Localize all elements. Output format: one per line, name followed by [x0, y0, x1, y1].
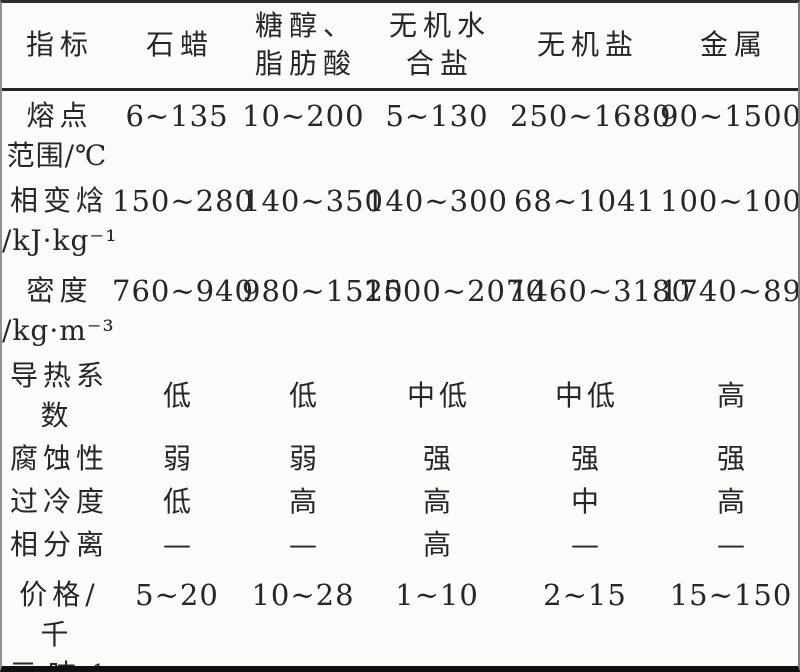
- value-cell: 6~135: [125, 98, 229, 133]
- value-cell: 980~1520: [242, 274, 404, 308]
- value-cell: 强: [570, 441, 603, 475]
- value-cell: 10~28: [251, 578, 355, 612]
- value-cell: 5~20: [135, 578, 219, 612]
- column-header-sugar-alcohol-fatty-acid: 糖醇、 脂肪酸: [242, 3, 364, 91]
- value-cell: 1~10: [395, 578, 479, 612]
- indicator-cell: 导热系数: [2, 356, 112, 436]
- value-cell: 高: [716, 379, 749, 412]
- value-cell: 140~350: [242, 184, 385, 218]
- indicator-cell: 密度 /kg·m⁻³: [2, 266, 115, 356]
- column-header-indicator: 指标: [2, 3, 112, 91]
- value-cell: 90~1500: [660, 98, 800, 133]
- value-cell: 低: [162, 485, 195, 518]
- column-header-line1: 指标: [25, 28, 94, 62]
- value-cell: 100~1000: [660, 184, 798, 218]
- column-header-line2: 合盐: [405, 47, 474, 81]
- value-cell: —: [163, 527, 195, 561]
- value-cell: 760~940: [112, 274, 255, 308]
- indicator-line1: 相变焓: [9, 184, 109, 217]
- column-header-inorganic-salt: 无机盐: [510, 3, 660, 91]
- value-cell: 高: [422, 485, 455, 518]
- column-header-line1: 糖醇、: [254, 9, 357, 43]
- value-cell: 10~200: [242, 98, 365, 133]
- value-cell: 弱: [162, 441, 195, 475]
- value-cell: 中低: [406, 379, 471, 412]
- indicator-line1: 过冷度: [9, 485, 109, 518]
- table-row-phase-separation: 相分离 — — 高 — —: [2, 523, 798, 566]
- value-cell: —: [717, 527, 749, 561]
- table-body: 熔点 范围/℃ 6~135 10~200 5~130 250~1680 90~1…: [2, 89, 800, 667]
- value-cell: 高: [716, 485, 749, 518]
- header-row: 指标 石蜡 糖醇、 脂肪酸 无机水 合盐 无机盐: [2, 3, 798, 91]
- column-header-line1: 无机盐: [536, 28, 639, 62]
- value-cell: 强: [716, 441, 749, 475]
- indicator-line2: 范围/℃: [6, 138, 108, 172]
- column-header-line1: 金属: [699, 28, 768, 62]
- indicator-cell: 价格/千 元·吨⁻¹: [2, 566, 112, 666]
- indicator-cell: 腐蚀性: [2, 436, 112, 481]
- indicator-line2: 元·吨⁻¹: [2, 655, 112, 666]
- value-cell: 低: [162, 379, 195, 412]
- indicator-cell: 熔点 范围/℃: [2, 89, 112, 176]
- value-cell: 1460~3180: [510, 274, 691, 308]
- indicator-line1: 腐蚀性: [9, 441, 109, 475]
- value-cell: 低: [288, 379, 321, 412]
- indicator-line1: 密度: [26, 274, 93, 307]
- table-row-supercooling: 过冷度 低 高 高 中 高: [2, 481, 798, 523]
- table-header: 指标 石蜡 糖醇、 脂肪酸 无机水 合盐 无机盐: [2, 3, 798, 91]
- indicator-line2: /kJ·kg⁻¹: [2, 224, 118, 257]
- indicator-cell: 相分离: [2, 523, 112, 566]
- value-cell: 高: [422, 527, 455, 561]
- column-header-metal: 金属: [660, 3, 798, 91]
- table-row-corrosivity: 腐蚀性 弱 弱 强 强 强: [2, 436, 798, 481]
- value-cell: 中: [570, 485, 603, 518]
- value-cell: 68~1041: [513, 184, 656, 218]
- value-cell: 1740~8960: [660, 274, 798, 308]
- value-cell: 5~130: [385, 98, 489, 133]
- column-header-paraffin: 石蜡: [112, 3, 242, 91]
- indicator-line1: 熔点: [26, 98, 93, 132]
- value-cell: 1500~2070: [364, 274, 545, 308]
- table-row-melting-range: 熔点 范围/℃ 6~135 10~200 5~130 250~1680 90~1…: [2, 89, 800, 176]
- value-cell: 140~300: [365, 184, 508, 218]
- column-header-line1: 石蜡: [145, 28, 214, 62]
- value-cell: —: [289, 527, 321, 561]
- indicator-cell: 过冷度: [2, 481, 112, 523]
- value-cell: 中低: [554, 379, 619, 412]
- indicator-line1: 相分离: [9, 527, 109, 561]
- value-cell: —: [571, 527, 603, 561]
- value-cell: 15~150: [669, 578, 793, 612]
- value-cell: 250~1680: [510, 98, 672, 133]
- column-header-line1: 无机水: [388, 9, 491, 43]
- column-header-line2: 脂肪酸: [254, 47, 357, 81]
- table-row-price: 价格/千 元·吨⁻¹ 5~20 10~28 1~10 2~15 15~150: [2, 566, 798, 666]
- value-cell: 高: [288, 485, 321, 518]
- indicator-line1: 导热系数: [9, 359, 109, 432]
- table-row-thermal-conductivity: 导热系数 低 低 中低 中低 高: [2, 356, 798, 436]
- table-row-phase-change-enthalpy: 相变焓 /kJ·kg⁻¹ 150~280 140~350 140~300 68~…: [2, 176, 798, 266]
- indicator-cell: 相变焓 /kJ·kg⁻¹: [2, 176, 118, 266]
- value-cell: 强: [422, 441, 455, 475]
- value-cell: 150~280: [112, 184, 255, 218]
- table-row-density: 密度 /kg·m⁻³ 760~940 980~1520 1500~2070 14…: [2, 266, 798, 356]
- indicator-line2: /kg·m⁻³: [2, 314, 115, 347]
- indicator-line1: 价格/千: [19, 578, 100, 651]
- pcm-comparison-table: 指标 石蜡 糖醇、 脂肪酸 无机水 合盐 无机盐: [2, 3, 800, 667]
- value-cell: 2~15: [543, 578, 627, 612]
- column-header-inorganic-hydrated-salt: 无机水 合盐: [364, 3, 510, 91]
- value-cell: 弱: [288, 441, 321, 475]
